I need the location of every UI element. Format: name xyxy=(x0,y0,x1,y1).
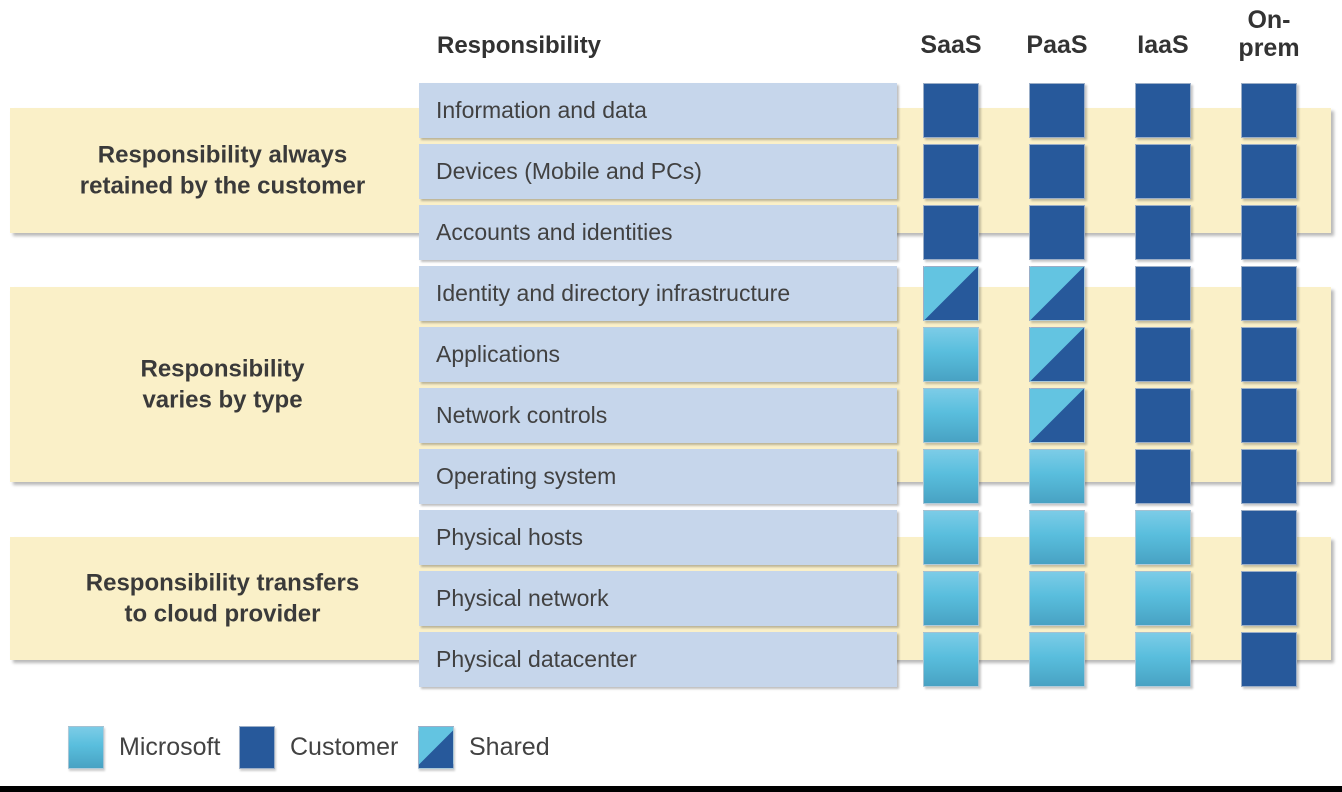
matrix-cell xyxy=(1241,266,1297,321)
matrix-cell xyxy=(923,266,979,321)
matrix-cell xyxy=(1135,266,1191,321)
column-header-paas: PaaS xyxy=(1026,31,1088,59)
legend-swatch-microsoft xyxy=(68,726,104,769)
legend-item-microsoft: Microsoft xyxy=(68,726,220,769)
matrix-cell xyxy=(1241,632,1297,687)
matrix-cell xyxy=(1241,83,1297,138)
matrix-cell xyxy=(1135,388,1191,443)
matrix-cell xyxy=(1135,327,1191,382)
matrix-cell xyxy=(923,83,979,138)
matrix-cell xyxy=(1241,388,1297,443)
matrix-cell xyxy=(1135,632,1191,687)
matrix-cell xyxy=(1241,144,1297,199)
legend-swatch-customer xyxy=(239,726,275,769)
matrix-cell xyxy=(923,449,979,504)
row-label: Accounts and identities xyxy=(436,219,673,245)
matrix-cell xyxy=(1029,83,1085,138)
matrix-cell xyxy=(1135,205,1191,260)
legend-item-customer: Customer xyxy=(239,726,398,769)
column-header-onprem: On-prem xyxy=(1238,6,1300,62)
row-label: Physical network xyxy=(436,585,609,611)
matrix-cell xyxy=(1029,388,1085,443)
row-label: Information and data xyxy=(436,97,647,123)
responsibility-column-title: Responsibility xyxy=(437,32,602,59)
matrix-cell xyxy=(923,205,979,260)
matrix-cell xyxy=(1241,327,1297,382)
matrix-cell xyxy=(1029,571,1085,626)
row-label: Identity and directory infrastructure xyxy=(436,280,791,306)
matrix-cell xyxy=(1029,205,1085,260)
matrix-cell xyxy=(1241,510,1297,565)
row-box: Devices (Mobile and PCs) xyxy=(419,144,897,199)
matrix-cell xyxy=(1135,571,1191,626)
row-box: Physical datacenter xyxy=(419,632,897,687)
legend-swatch-shared xyxy=(418,726,454,769)
row-box: Accounts and identities xyxy=(419,205,897,260)
row-box: Information and data xyxy=(419,83,897,138)
matrix-cell xyxy=(1241,449,1297,504)
column-header-iaas: IaaS xyxy=(1137,31,1189,59)
row-box: Applications xyxy=(419,327,897,382)
bottom-border-bar xyxy=(0,786,1342,792)
matrix-cell xyxy=(1029,266,1085,321)
group-band-label: Responsibility varies by type xyxy=(140,354,305,414)
row-box: Physical network xyxy=(419,571,897,626)
row-label: Applications xyxy=(436,341,561,367)
matrix-cell xyxy=(1029,327,1085,382)
row-label: Physical hosts xyxy=(436,524,584,550)
matrix-cell xyxy=(1029,632,1085,687)
legend-label: Microsoft xyxy=(119,733,221,761)
matrix-cell xyxy=(1241,205,1297,260)
row-label: Network controls xyxy=(436,402,608,428)
matrix-cell xyxy=(1135,144,1191,199)
row-box: Physical hosts xyxy=(419,510,897,565)
matrix-cell xyxy=(923,327,979,382)
group-band-label: Responsibility always retained by the cus… xyxy=(79,140,366,200)
row-box: Network controls xyxy=(419,388,897,443)
row-box: Identity and directory infrastructure xyxy=(419,266,897,321)
legend-label: Customer xyxy=(290,733,399,761)
legend-item-shared: Shared xyxy=(418,726,550,769)
matrix-cell xyxy=(1029,144,1085,199)
column-header-saas: SaaS xyxy=(920,31,982,59)
row-box: Operating system xyxy=(419,449,897,504)
matrix-cell xyxy=(923,510,979,565)
matrix-cell xyxy=(923,144,979,199)
matrix-cell xyxy=(1029,449,1085,504)
matrix-cell xyxy=(1241,571,1297,626)
matrix-cell xyxy=(1029,510,1085,565)
matrix-cell xyxy=(923,571,979,626)
matrix-cell xyxy=(1135,449,1191,504)
matrix-cell xyxy=(1135,83,1191,138)
row-label: Devices (Mobile and PCs) xyxy=(436,158,702,184)
row-label: Physical datacenter xyxy=(436,646,637,672)
legend-label: Shared xyxy=(469,733,550,761)
row-label: Operating system xyxy=(436,463,617,489)
matrix-cell xyxy=(923,632,979,687)
matrix-cell xyxy=(1135,510,1191,565)
matrix-cell xyxy=(923,388,979,443)
group-band-label: Responsibility transfers to cloud provide… xyxy=(85,568,360,628)
